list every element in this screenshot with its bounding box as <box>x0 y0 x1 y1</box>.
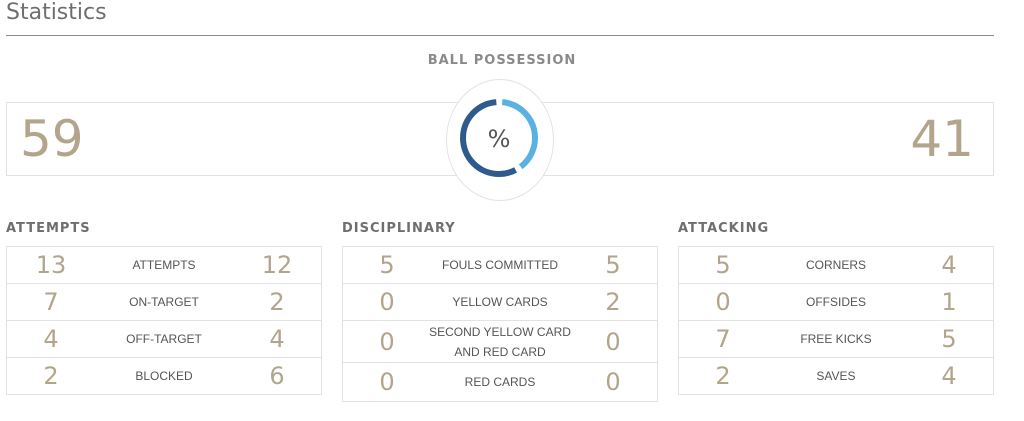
stat-label: FREE KICKS <box>800 332 872 346</box>
possession-away-value: 41 <box>910 110 974 168</box>
away-value: 4 <box>941 362 957 390</box>
away-value: 2 <box>605 288 621 316</box>
away-value: 0 <box>605 368 621 396</box>
section-label-disciplinary: DISCIPLINARY <box>342 221 456 236</box>
stat-label: OFFSIDES <box>805 295 866 309</box>
section-label-attempts: ATTEMPTS <box>6 221 91 236</box>
stat-label: BLOCKED <box>135 369 193 383</box>
home-value: 5 <box>715 251 731 279</box>
table-row: 4 OFF-TARGET 4 <box>7 320 321 357</box>
section-label-attacking: ATTACKING <box>678 221 770 236</box>
donut-home-arc <box>460 99 538 177</box>
table-row: 7 ON-TARGET 2 <box>7 283 321 320</box>
stat-label: SAVES <box>816 369 856 383</box>
away-value: 4 <box>941 251 957 279</box>
away-value: 6 <box>269 362 285 390</box>
away-value: 12 <box>261 251 293 279</box>
possession-home-value: 59 <box>20 110 84 168</box>
percent-symbol: % <box>487 125 511 153</box>
attacking-table: 5 CORNERS 4 0 OFFSIDES 1 7 FREE KICKS 5 … <box>678 246 994 395</box>
possession-label: BALL POSSESSION <box>427 53 577 68</box>
statistics-title: Statistics <box>6 0 107 25</box>
attempts-table: 13 ATTEMPTS 12 7 ON-TARGET 2 4 OFF-TARGE… <box>6 246 322 395</box>
home-value: 5 <box>379 251 395 279</box>
stat-label: ATTEMPTS <box>132 258 196 272</box>
possession-donut <box>460 99 538 177</box>
home-value: 2 <box>715 362 731 390</box>
stat-label: OFF-TARGET <box>126 332 202 346</box>
stat-label: CORNERS <box>805 258 866 272</box>
away-value: 4 <box>269 325 285 353</box>
home-value: 2 <box>43 362 59 390</box>
away-value: 5 <box>605 251 621 279</box>
table-row: 0 RED CARDS 0 <box>343 362 657 401</box>
possession-chart: % <box>446 79 554 201</box>
away-value: 2 <box>269 288 285 316</box>
table-row: 13 ATTEMPTS 12 <box>7 247 321 283</box>
home-value: 0 <box>379 288 395 316</box>
away-value: 1 <box>941 288 957 316</box>
table-row: 0 OFFSIDES 1 <box>679 283 993 320</box>
disciplinary-table: 5 FOULS COMMITTED 5 0 YELLOW CARDS 2 0 S… <box>342 246 658 402</box>
table-row: 7 FREE KICKS 5 <box>679 320 993 357</box>
table-row: 5 FOULS COMMITTED 5 <box>343 247 657 283</box>
stat-label: FOULS COMMITTED <box>442 258 558 272</box>
home-value: 0 <box>379 368 395 396</box>
table-row: 0 SECOND YELLOW CARD AND RED CARD 0 <box>343 320 657 362</box>
stat-label: YELLOW CARDS <box>452 295 548 309</box>
home-value: 4 <box>43 325 59 353</box>
away-value: 0 <box>605 327 621 356</box>
home-value: 0 <box>379 327 395 356</box>
home-value: 7 <box>43 288 59 316</box>
away-value: 5 <box>941 325 957 353</box>
title-divider <box>6 35 994 36</box>
stat-label: RED CARDS <box>464 375 536 389</box>
table-row: 2 BLOCKED 6 <box>7 357 321 394</box>
stat-label: ON-TARGET <box>129 295 199 309</box>
donut-away-arc <box>460 99 538 177</box>
home-value: 7 <box>715 325 731 353</box>
table-row: 5 CORNERS 4 <box>679 247 993 283</box>
table-row: 0 YELLOW CARDS 2 <box>343 283 657 320</box>
home-value: 13 <box>35 251 67 279</box>
table-row: 2 SAVES 4 <box>679 357 993 394</box>
home-value: 0 <box>715 288 731 316</box>
stat-label: SECOND YELLOW CARD AND RED CARD <box>429 324 571 359</box>
